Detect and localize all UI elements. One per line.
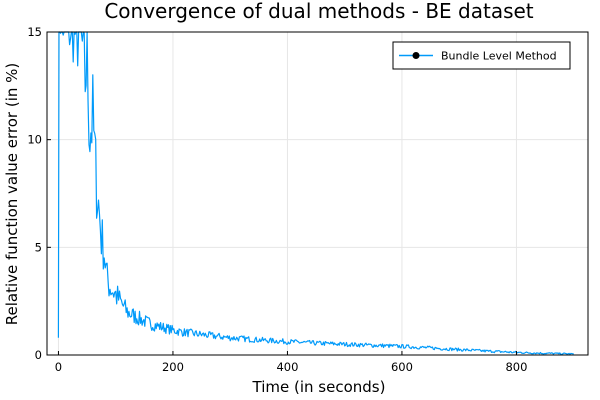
- legend-marker: [412, 52, 420, 59]
- y-axis-label: Relative function value error (in %): [3, 63, 21, 326]
- series-line-0: [57, 31, 574, 355]
- chart-title: Convergence of dual methods - BE dataset: [104, 0, 533, 23]
- legend-box: [392, 41, 571, 70]
- tick-layer: 0 200 400 600 800 0 5 10 15: [27, 25, 527, 374]
- x-tick-label: 400: [276, 360, 298, 374]
- y-tick-label: 15: [27, 25, 42, 39]
- x-tick-label: 600: [391, 360, 413, 374]
- legend: Bundle Level Method: [392, 41, 571, 70]
- y-tick-label: 0: [35, 348, 42, 362]
- y-tick-label: 10: [27, 133, 42, 147]
- plot-frame: [46, 31, 589, 356]
- y-tick-label: 5: [35, 240, 42, 254]
- grid-layer: [47, 31, 588, 356]
- x-axis-label: Time (in seconds): [252, 378, 386, 396]
- legend-entry-label: Bundle Level Method: [441, 50, 557, 63]
- x-tick-label: 200: [162, 360, 184, 374]
- x-tick-label: 0: [55, 360, 62, 374]
- series-layer: [57, 31, 574, 355]
- x-tick-label: 800: [505, 360, 527, 374]
